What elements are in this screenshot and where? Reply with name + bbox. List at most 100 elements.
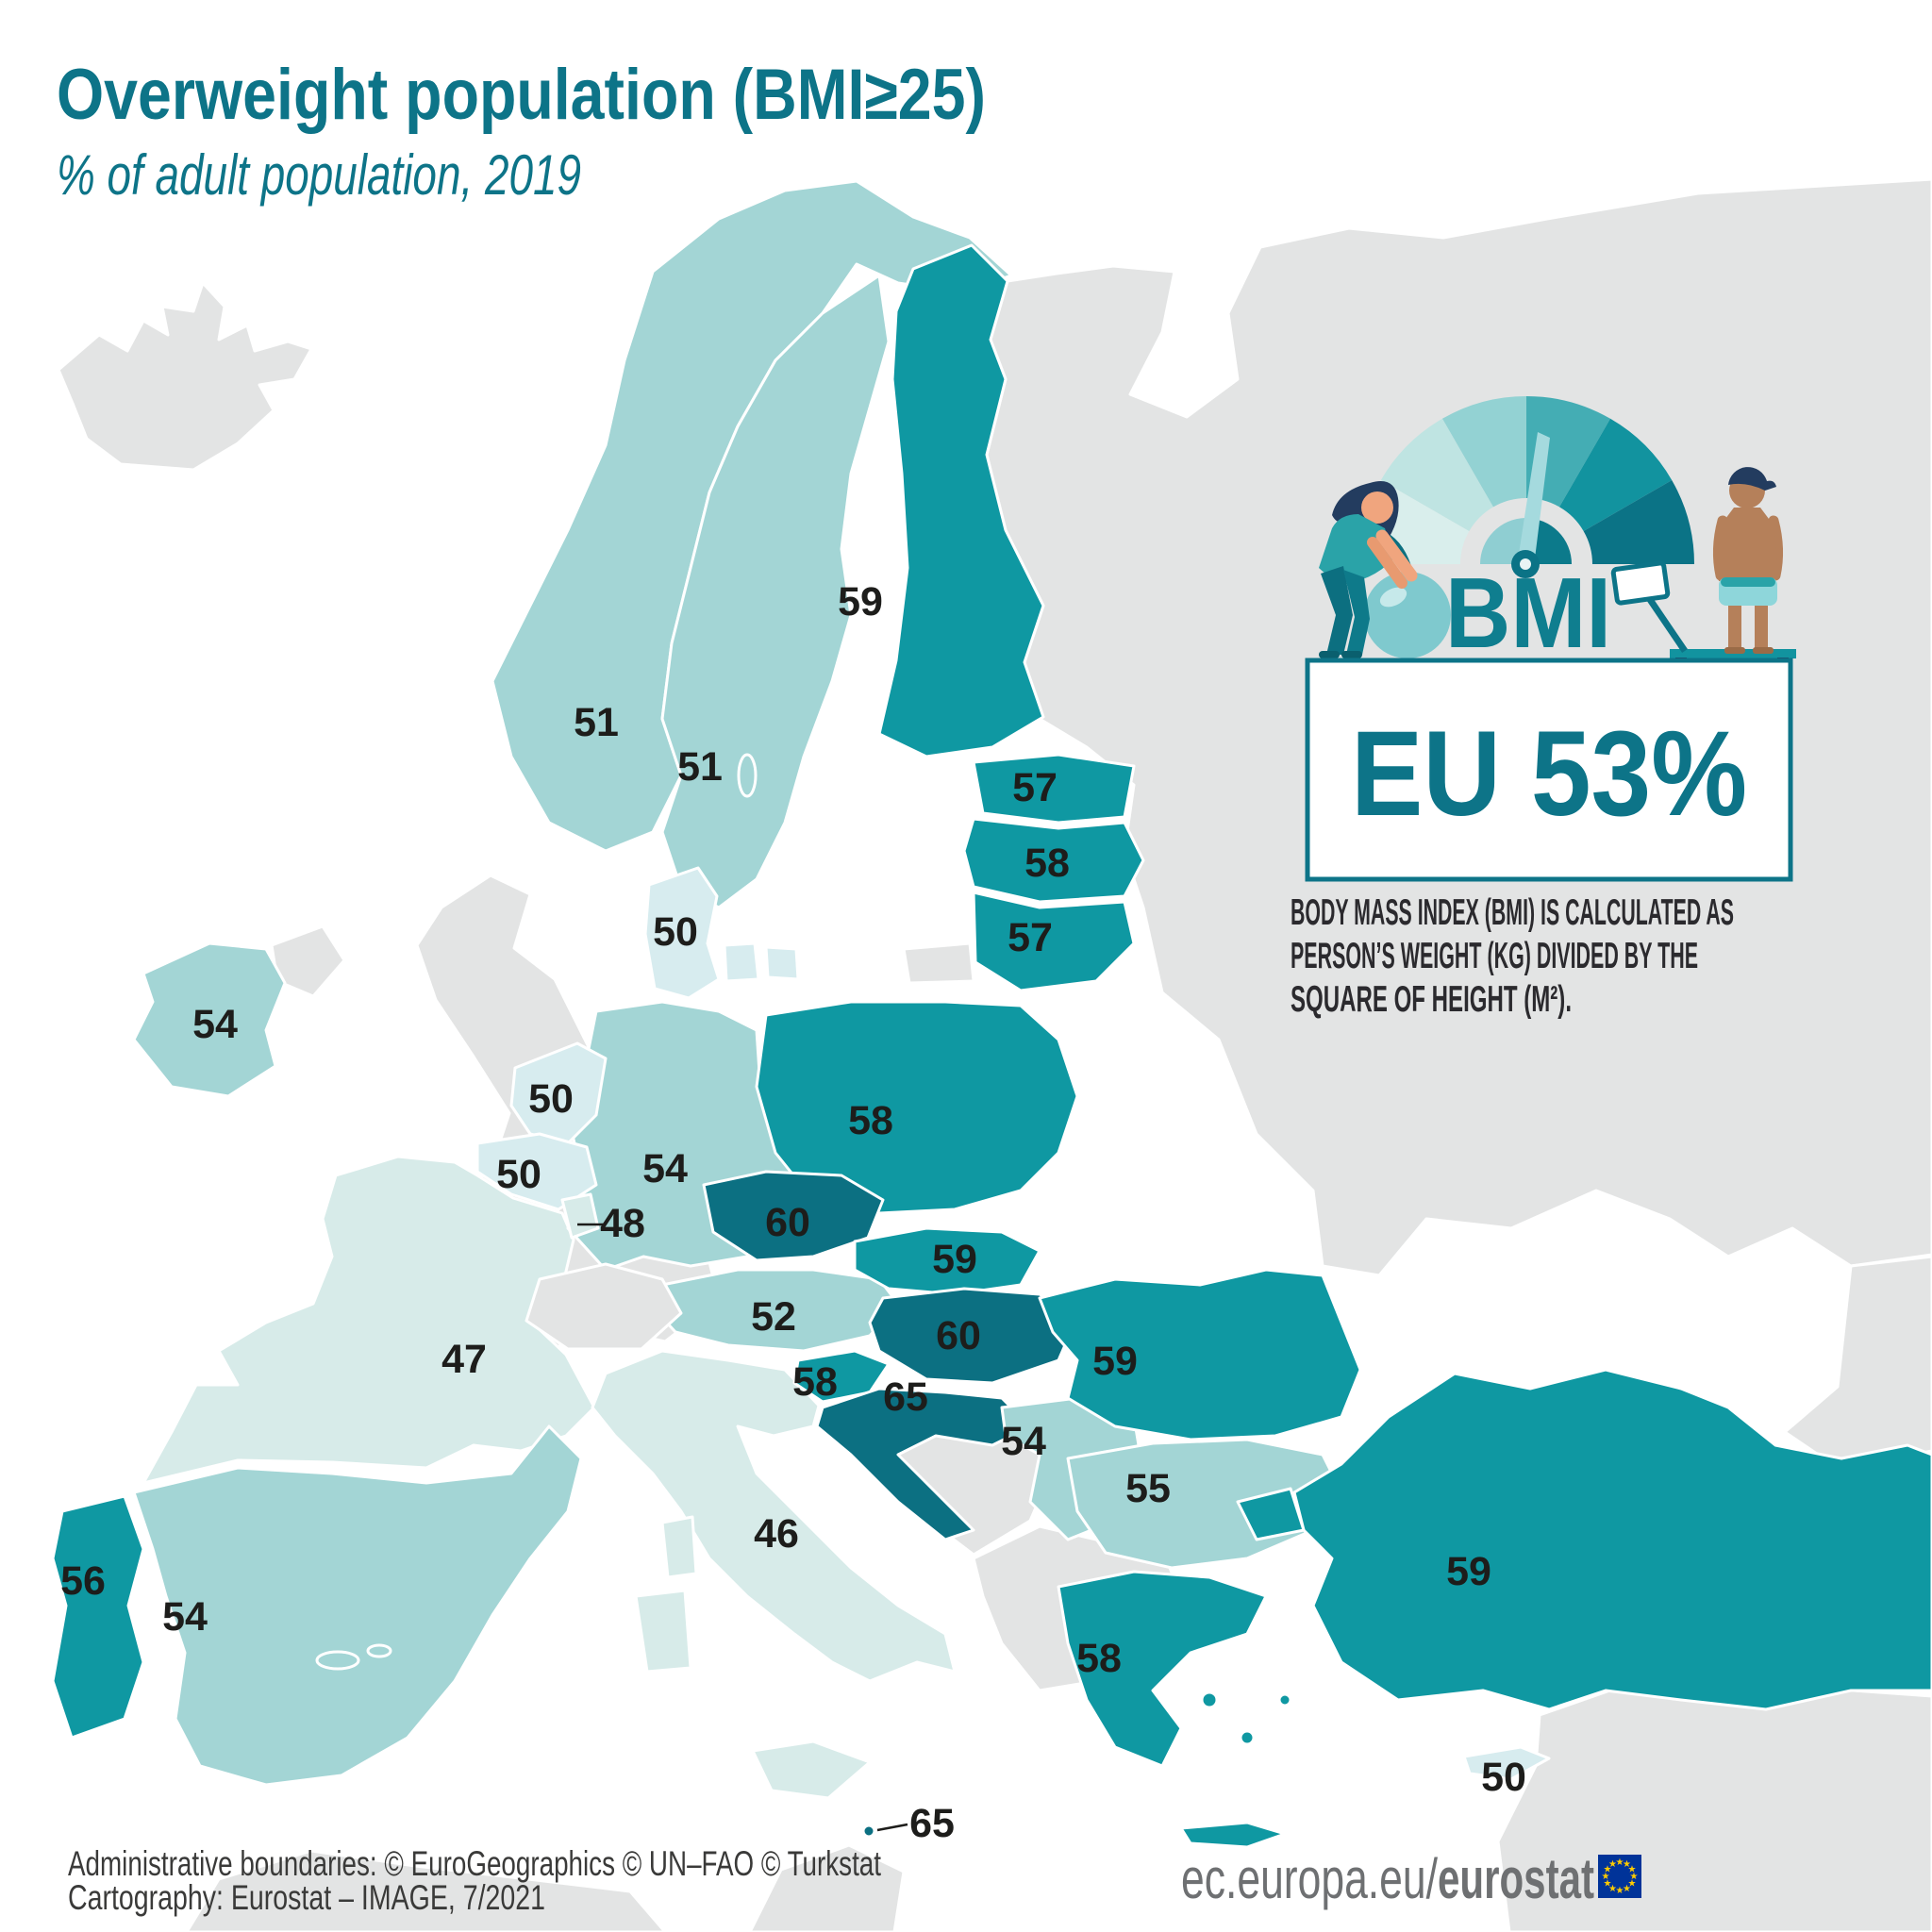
island-gotland xyxy=(737,753,758,798)
value-label-fi: 59 xyxy=(838,579,883,625)
value-label-sk: 59 xyxy=(932,1237,977,1282)
gauge-needle-icon xyxy=(1517,432,1550,566)
country-denmark xyxy=(643,866,721,1000)
eu-flag-star-icon: ★ xyxy=(1628,1865,1637,1875)
island-mallorca xyxy=(315,1650,360,1671)
value-label-mt: 65 xyxy=(909,1801,955,1846)
value-label-lu: 48 xyxy=(600,1201,645,1246)
island-menorca xyxy=(366,1643,392,1658)
value-label-cz: 60 xyxy=(765,1200,810,1245)
callout-lines xyxy=(577,1223,908,1832)
country-luxembourg xyxy=(560,1192,600,1240)
eu-flag-star-icon: ★ xyxy=(1630,1872,1639,1882)
eu-flag-star-icon: ★ xyxy=(1602,1872,1610,1882)
country-poland xyxy=(755,1000,1079,1215)
value-label-at: 52 xyxy=(751,1294,796,1340)
eurostat-url-regular: ec.europa.eu/ xyxy=(1181,1847,1438,1910)
country-ireland xyxy=(132,941,287,1098)
country-estonia xyxy=(972,753,1136,824)
page-title: Overweight population (BMI≥25) xyxy=(57,55,986,135)
island-malta xyxy=(861,1824,876,1839)
value-label-ro: 59 xyxy=(1092,1339,1138,1384)
value-label-gr: 58 xyxy=(1076,1636,1122,1681)
definition-line-2: PERSON’S WEIGHT (KG) DIVIDED BY THE xyxy=(1291,936,1698,976)
country-croatia xyxy=(815,1387,1032,1541)
country-value-labels: 59 51 51 57 58 57 50 54 50 50 48 54 47 58 60 59 52 60 58 65… xyxy=(60,579,1526,1846)
value-label-de: 54 xyxy=(642,1146,688,1191)
region-kaliningrad xyxy=(902,941,975,985)
country-portugal xyxy=(51,1494,145,1740)
country-denmark-funen xyxy=(723,941,760,983)
value-label-be: 50 xyxy=(496,1152,541,1197)
country-italy xyxy=(591,1349,957,1683)
country-hungary xyxy=(868,1287,1079,1385)
island-aegean-2 xyxy=(1239,1729,1256,1746)
island-sicily xyxy=(751,1740,872,1800)
country-finland xyxy=(877,243,1045,758)
country-turkey xyxy=(1292,1368,1932,1711)
eu-flag-star-icon: ★ xyxy=(1616,1857,1624,1868)
island-corsica xyxy=(660,1515,698,1579)
malta-callout-line xyxy=(876,1823,908,1832)
country-turkey-thrace xyxy=(1236,1487,1306,1541)
country-slovakia xyxy=(853,1226,1041,1296)
value-label-fr: 47 xyxy=(441,1337,487,1382)
value-label-rs: 54 xyxy=(1001,1419,1046,1464)
bmi-wordmark: BMI xyxy=(1445,558,1611,669)
island-crete xyxy=(1179,1821,1287,1849)
bmi-illustration: BMI xyxy=(1319,395,1796,669)
woman-figure xyxy=(1319,481,1418,658)
eu-flag-star-icon: ★ xyxy=(1628,1879,1637,1890)
region-north-africa-west xyxy=(185,1849,667,1932)
country-greece xyxy=(1057,1570,1268,1768)
region-north-africa-tunisia xyxy=(748,1843,906,1932)
bmi-definition: BODY MASS INDEX (BMI) IS CALCULATED AS P… xyxy=(1291,892,1734,1020)
country-sweden xyxy=(660,274,891,909)
eu-flag-star-icon: ★ xyxy=(1623,1859,1631,1870)
country-spain xyxy=(132,1424,583,1787)
definition-line-3: SQUARE OF HEIGHT (M²). xyxy=(1291,979,1572,1020)
eu-summary-box: EU 53% xyxy=(1305,658,1793,882)
island-aegean-1 xyxy=(1200,1690,1219,1709)
value-label-tr: 59 xyxy=(1446,1549,1491,1594)
country-cyprus xyxy=(1462,1745,1551,1781)
country-netherlands xyxy=(509,1041,608,1145)
country-latvia xyxy=(962,817,1145,904)
value-label-cy: 50 xyxy=(1481,1755,1526,1800)
value-label-nl: 50 xyxy=(528,1076,574,1122)
definition-line-1: BODY MASS INDEX (BMI) IS CALCULATED AS xyxy=(1291,892,1734,933)
eu-flag-star-icon: ★ xyxy=(1608,1859,1617,1870)
value-label-dk: 50 xyxy=(653,909,698,955)
countries xyxy=(51,179,1932,1849)
value-label-ee: 57 xyxy=(1012,765,1058,810)
eu-flag-icon: ★★★★★★★★★★★★ xyxy=(1598,1855,1641,1898)
eurostat-url-bold: eurostat xyxy=(1438,1847,1594,1910)
island-sardinia xyxy=(634,1589,692,1674)
eu-flag-star-icon: ★ xyxy=(1604,1879,1612,1890)
value-label-lt: 57 xyxy=(1008,915,1053,960)
value-label-ie: 54 xyxy=(192,1002,238,1047)
value-label-bg: 55 xyxy=(1125,1466,1171,1511)
value-label-es: 54 xyxy=(162,1594,208,1640)
value-label-pl: 58 xyxy=(848,1098,893,1143)
eu-flag-star-icon: ★ xyxy=(1623,1884,1631,1894)
island-aegean-3 xyxy=(1277,1692,1292,1707)
value-label-no: 51 xyxy=(574,700,619,745)
value-label-si: 58 xyxy=(792,1359,838,1405)
region-iceland xyxy=(57,281,313,472)
eu-flag-star-icon: ★ xyxy=(1604,1865,1612,1875)
bmi-gauge-icon xyxy=(1358,395,1694,578)
country-denmark-zealand xyxy=(764,945,800,981)
region-caucasus xyxy=(1783,1255,1932,1470)
value-label-se: 51 xyxy=(677,744,723,790)
value-label-hr: 65 xyxy=(883,1374,928,1420)
eu-average-value: EU 53% xyxy=(1351,707,1747,841)
boundaries-credit: Administrative boundaries: © EuroGeograp… xyxy=(68,1844,882,1883)
cartography-credit: Cartography: Eurostat – IMAGE, 7/2021 xyxy=(68,1878,545,1917)
page-subtitle: % of adult population, 2019 xyxy=(57,143,581,207)
value-label-it: 46 xyxy=(754,1511,799,1557)
value-label-pt: 56 xyxy=(60,1558,106,1604)
value-label-lv: 58 xyxy=(1024,841,1070,886)
